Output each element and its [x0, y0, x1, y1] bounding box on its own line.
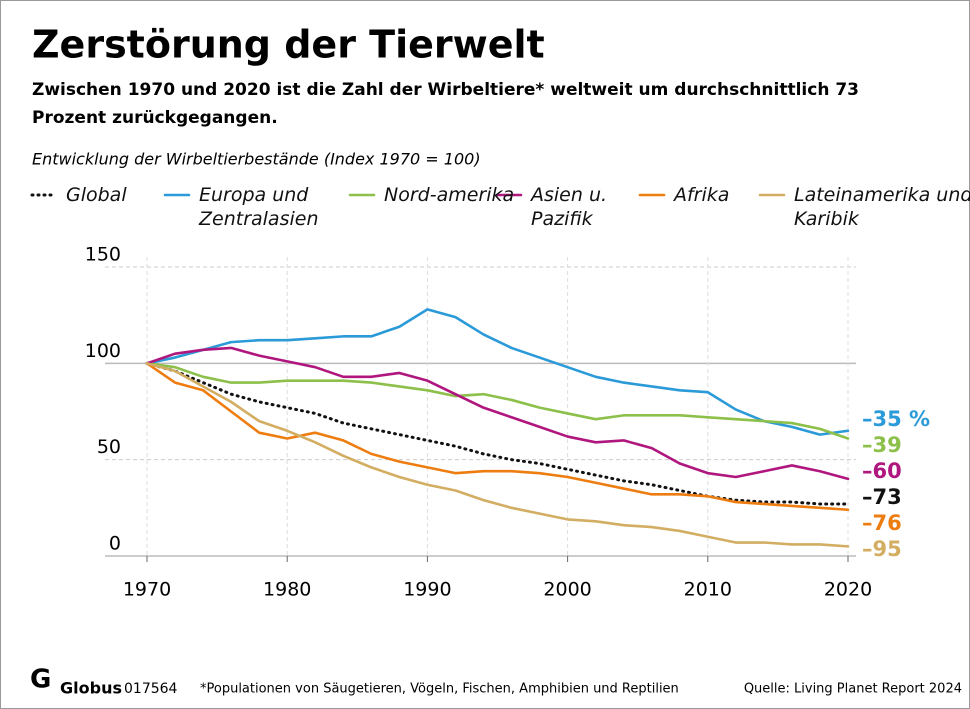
- x-tick-label: 1980: [263, 579, 311, 601]
- legend-label: Asien u. Pazifik: [531, 183, 661, 231]
- end-label: –76: [862, 511, 902, 535]
- y-tick-label: 150: [85, 244, 121, 266]
- subtitle: Zwischen 1970 und 2020 ist die Zahl der …: [32, 76, 932, 132]
- series-line: [147, 363, 848, 504]
- legend-label: Afrika: [674, 183, 784, 207]
- chart: Zerstörung der Tierwelt Zwischen 1970 un…: [0, 0, 970, 709]
- x-tick-label: 2020: [824, 579, 872, 601]
- axis-label: Entwicklung der Wirbeltierbestände (Inde…: [32, 150, 481, 169]
- x-tick-label: 1970: [123, 579, 171, 601]
- y-tick-label: 100: [85, 340, 121, 362]
- x-tick-label: 2010: [684, 579, 732, 601]
- x-tick-label: 1990: [403, 579, 451, 601]
- legend-label: Global: [66, 183, 186, 207]
- series-line: [147, 363, 848, 509]
- end-label: –73: [862, 485, 902, 509]
- legend-label: Europa und Zentralasien: [199, 183, 379, 231]
- brand-logo: G: [30, 665, 51, 695]
- legend-label: Nord-amerika: [384, 183, 524, 207]
- y-tick-label: 0: [109, 533, 121, 555]
- end-label: –60: [862, 459, 902, 483]
- chart-title: Zerstörung der Tierwelt: [32, 23, 545, 67]
- source: Quelle: Living Planet Report 2024: [744, 682, 962, 697]
- y-tick-label: 50: [97, 436, 121, 458]
- legend-label: Lateinamerika und Karibik: [794, 183, 970, 231]
- end-label: –39: [862, 433, 902, 457]
- footnote: *Populationen von Säugetieren, Vögeln, F…: [200, 682, 679, 697]
- series-line: [147, 363, 848, 546]
- brand: Globus: [60, 679, 122, 698]
- end-label: –95: [862, 537, 902, 561]
- subtitle-box: Zwischen 1970 und 2020 ist die Zahl der …: [32, 76, 932, 136]
- x-tick-label: 2000: [543, 579, 591, 601]
- end-label: –35 %: [862, 407, 930, 431]
- id: 017564: [124, 681, 178, 697]
- page: Zerstörung der Tierwelt Zwischen 1970 un…: [0, 0, 970, 709]
